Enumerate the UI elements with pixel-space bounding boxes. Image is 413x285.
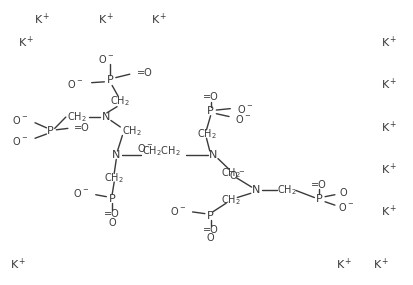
Text: K$^+$: K$^+$ <box>381 162 397 177</box>
Text: CH$_2$: CH$_2$ <box>221 167 241 180</box>
Text: P: P <box>107 76 114 86</box>
Text: K$^+$: K$^+$ <box>381 35 397 50</box>
Text: O$^-$: O$^-$ <box>229 169 245 181</box>
Text: P: P <box>207 211 214 221</box>
Text: O$^-$: O$^-$ <box>12 114 28 126</box>
Text: O$^-$: O$^-$ <box>12 135 28 147</box>
Text: CH$_2$: CH$_2$ <box>221 194 241 207</box>
Text: N: N <box>112 150 121 160</box>
Text: O$^-$: O$^-$ <box>98 53 114 65</box>
Text: CH$_2$: CH$_2$ <box>104 171 124 185</box>
Text: K$^+$: K$^+$ <box>34 12 51 27</box>
Text: =O: =O <box>203 92 218 102</box>
Text: =O: =O <box>311 180 327 190</box>
Text: K$^+$: K$^+$ <box>381 77 397 92</box>
Text: N: N <box>252 186 260 196</box>
Text: O$^-$: O$^-$ <box>67 78 83 90</box>
Text: =O: =O <box>104 209 120 219</box>
Text: P: P <box>47 126 54 136</box>
Text: K$^+$: K$^+$ <box>381 119 397 135</box>
Text: P: P <box>207 107 214 117</box>
Text: O: O <box>340 188 347 198</box>
Text: O$^-$: O$^-$ <box>338 201 354 213</box>
Text: CH$_2$: CH$_2$ <box>277 184 297 198</box>
Text: K$^+$: K$^+$ <box>18 35 34 50</box>
Text: O: O <box>108 218 116 228</box>
Text: K$^+$: K$^+$ <box>381 204 397 219</box>
Text: K$^+$: K$^+$ <box>373 256 389 272</box>
Text: P: P <box>316 194 323 204</box>
Text: O$^-$: O$^-$ <box>74 187 90 199</box>
Text: K$^+$: K$^+$ <box>98 12 114 27</box>
Text: O$^-$: O$^-$ <box>170 205 186 217</box>
Text: K$^+$: K$^+$ <box>336 256 352 272</box>
Text: N: N <box>209 150 217 160</box>
Text: =O: =O <box>137 68 152 78</box>
Text: =O: =O <box>203 225 218 235</box>
Text: CH$_2$: CH$_2$ <box>197 127 216 141</box>
Text: O$^-$: O$^-$ <box>235 113 251 125</box>
Text: =O: =O <box>74 123 90 133</box>
Text: K$^+$: K$^+$ <box>9 256 26 272</box>
Text: CH$_2$: CH$_2$ <box>67 110 87 124</box>
Text: N: N <box>102 112 110 122</box>
Text: K$^+$: K$^+$ <box>151 12 168 27</box>
Text: CH$_2$: CH$_2$ <box>122 124 142 138</box>
Text: O: O <box>207 233 214 243</box>
Text: O$^-$: O$^-$ <box>237 103 253 115</box>
Text: O$^-$: O$^-$ <box>137 142 153 154</box>
Text: CH$_2$: CH$_2$ <box>110 95 130 109</box>
Text: CH$_2$CH$_2$: CH$_2$CH$_2$ <box>142 144 181 158</box>
Text: P: P <box>109 194 116 204</box>
